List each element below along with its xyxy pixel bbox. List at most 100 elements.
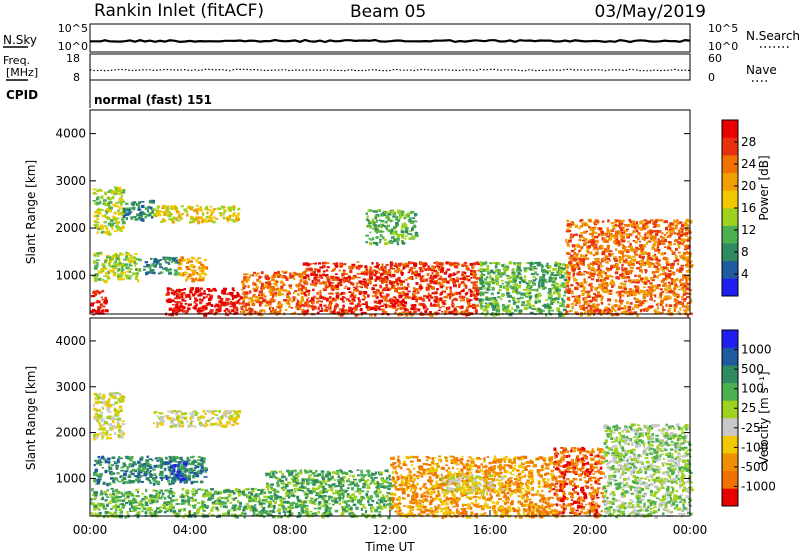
range-cell [96, 197, 100, 201]
range-cell [542, 274, 546, 276]
range-cell [121, 192, 125, 194]
range-cell [519, 276, 523, 280]
range-cell [441, 311, 444, 313]
range-cell [304, 282, 307, 285]
range-cell [565, 311, 568, 315]
range-cell [677, 251, 681, 254]
range-cell [656, 302, 660, 305]
range-cell [644, 222, 649, 225]
range-cell [622, 250, 626, 253]
range-cell [647, 265, 652, 268]
range-cell [643, 237, 646, 239]
range-cell [272, 294, 276, 297]
range-cell [412, 307, 415, 311]
range-cell [491, 312, 494, 314]
range-cell [245, 309, 249, 312]
range-cell [408, 268, 412, 272]
range-cell [317, 300, 322, 302]
colorbar-segment [722, 120, 738, 138]
range-cell [509, 285, 512, 288]
range-cell [602, 283, 606, 288]
range-cell [162, 267, 165, 270]
range-cell [579, 225, 583, 228]
range-cell [237, 217, 240, 221]
range-cell [492, 302, 496, 305]
range-cell [620, 299, 624, 303]
range-cell [171, 456, 174, 460]
range-cell [113, 462, 118, 465]
range-cell [180, 464, 184, 468]
range-cell [390, 210, 395, 214]
range-cell [243, 273, 247, 276]
range-cell [178, 410, 182, 413]
range-cell [407, 285, 410, 288]
range-cell [145, 213, 150, 217]
range-cell [339, 293, 343, 296]
range-cell [380, 230, 385, 233]
range-cell [202, 276, 205, 280]
range-cell [358, 264, 361, 268]
range-cell [641, 246, 644, 249]
range-cell [424, 263, 428, 266]
range-cell [470, 272, 474, 276]
range-cell [96, 210, 101, 213]
range-cell [482, 262, 486, 266]
range-cell [174, 290, 178, 293]
range-cell [586, 311, 589, 315]
range-cell [639, 269, 643, 272]
range-cell [566, 241, 569, 245]
range-cell [114, 418, 118, 421]
range-cell [192, 219, 196, 222]
range-cell [655, 233, 659, 237]
range-cell [525, 282, 529, 285]
range-cell [250, 274, 255, 277]
nsearch-tick-top: 10^5 [708, 22, 738, 35]
range-cell [568, 299, 571, 302]
range-cell [369, 231, 372, 234]
range-cell [523, 270, 528, 273]
range-cell [572, 258, 577, 262]
range-cell [512, 262, 516, 265]
range-cell [129, 254, 133, 257]
range-cell [637, 274, 642, 278]
range-cell [274, 279, 278, 282]
range-cell [174, 270, 178, 273]
range-cell [205, 205, 208, 209]
range-cell [284, 309, 288, 311]
range-cell [607, 219, 610, 223]
range-cell [559, 302, 563, 305]
range-cell [618, 221, 621, 224]
range-cell [618, 222, 622, 226]
range-cell [93, 437, 97, 441]
range-cell [289, 272, 292, 276]
range-cell [484, 302, 488, 305]
range-cell [466, 306, 469, 309]
range-cell [370, 269, 375, 273]
range-cell [574, 248, 577, 251]
range-cell [365, 234, 369, 237]
range-cell [115, 219, 118, 223]
range-cell [217, 207, 220, 211]
range-cell [415, 292, 420, 294]
range-cell [275, 313, 278, 316]
range-cell [411, 210, 415, 214]
range-cell [575, 297, 580, 301]
range-cell [647, 254, 651, 257]
range-cell [365, 241, 369, 244]
range-cell [644, 276, 648, 280]
range-cell [593, 311, 597, 314]
range-cell [104, 469, 108, 474]
range-cell [96, 231, 99, 235]
range-cell [605, 277, 610, 280]
range-cell [121, 423, 126, 426]
range-cell [110, 257, 115, 261]
range-cell [589, 282, 593, 286]
range-cell [160, 457, 164, 461]
range-cell [106, 202, 109, 204]
range-cell [329, 310, 332, 314]
range-cell [281, 282, 285, 285]
range-cell [626, 228, 629, 231]
range-cell [165, 294, 170, 296]
range-cell [582, 309, 586, 311]
